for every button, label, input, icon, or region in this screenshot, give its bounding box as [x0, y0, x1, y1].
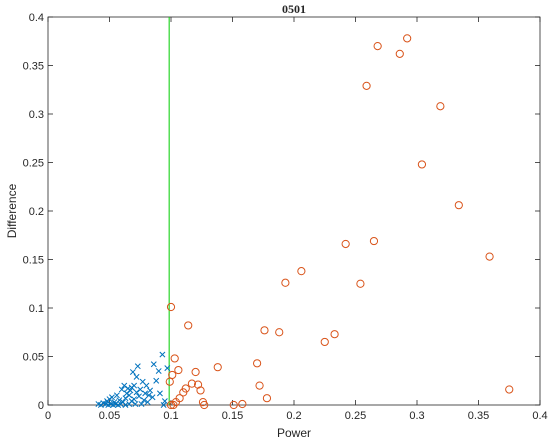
- x-tick-label: 0.2: [286, 410, 301, 422]
- cross-point: [149, 394, 156, 401]
- cross-point: [116, 397, 123, 404]
- y-tick-label: 0.25: [23, 158, 44, 170]
- y-tick-label: 0.15: [23, 255, 44, 267]
- cross-point: [150, 361, 157, 368]
- cross-point: [160, 402, 167, 408]
- cross-point: [159, 351, 166, 358]
- circle-point: [260, 326, 269, 335]
- circle-point: [362, 81, 371, 90]
- circle-point: [373, 42, 382, 51]
- circle-point: [213, 363, 222, 372]
- circle-point: [369, 236, 379, 246]
- circle-point: [175, 394, 184, 403]
- circle-point: [262, 394, 272, 403]
- circle-point: [341, 239, 350, 249]
- x-tick-label: 0.35: [468, 410, 489, 422]
- y-axis-ticks: 0 0.05 0.1 0.15 0.2 0.25 0.3 0.35 0.4: [23, 12, 540, 412]
- y-tick-label: 0.05: [23, 352, 44, 364]
- cross-point: [109, 394, 115, 401]
- cross-point: [136, 393, 142, 400]
- cross-point: [113, 392, 120, 399]
- circle-point: [417, 160, 427, 169]
- x-axis-ticks: 0 0.05 0.1 0.15 0.2 0.25 0.3 0.35 0.4: [45, 17, 548, 422]
- cross-point: [118, 386, 125, 393]
- cross-point: [164, 365, 171, 372]
- cross-point: [126, 392, 133, 399]
- circle-point: [191, 367, 200, 377]
- chart-title: 0501: [282, 2, 306, 16]
- y-tick-label: 0.1: [29, 303, 44, 315]
- cross-series: [95, 351, 171, 408]
- y-tick-label: 0.4: [29, 12, 44, 24]
- circle-point: [454, 201, 463, 210]
- cross-point: [155, 368, 162, 375]
- circle-point: [200, 400, 209, 410]
- plot-frame: [47, 16, 541, 406]
- cross-point: [140, 397, 147, 404]
- cross-point: [138, 401, 145, 407]
- circle-point: [229, 400, 238, 410]
- circle-point: [505, 385, 514, 394]
- circle-point: [395, 49, 404, 58]
- circle-point: [196, 386, 205, 395]
- y-tick-label: 0.2: [29, 206, 44, 218]
- cross-point: [153, 377, 160, 384]
- cross-point: [131, 396, 138, 403]
- y-tick-label: 0.35: [23, 61, 44, 73]
- y-tick-label: 0: [38, 400, 44, 412]
- cross-point: [134, 363, 141, 370]
- cross-point: [122, 395, 129, 402]
- x-tick-label: 0.25: [345, 410, 366, 422]
- circle-point: [166, 400, 176, 410]
- cross-point: [133, 389, 140, 396]
- y-tick-label: 0.3: [29, 109, 44, 121]
- circle-point: [281, 278, 290, 287]
- circle-point: [168, 370, 177, 380]
- x-tick-label: 0.4: [532, 410, 547, 422]
- circle-point: [255, 381, 264, 390]
- cross-point: [137, 386, 144, 393]
- circle-point: [275, 328, 284, 337]
- circle-point: [320, 337, 329, 347]
- x-tick-label: 0.15: [222, 410, 243, 422]
- x-tick-label: 0.1: [163, 410, 178, 422]
- circle-point: [174, 365, 183, 375]
- circle-point: [181, 384, 190, 393]
- cross-point: [121, 382, 128, 389]
- cross-point: [133, 373, 140, 380]
- circle-point: [187, 379, 197, 388]
- circle-point: [170, 354, 179, 363]
- cross-point: [156, 390, 163, 397]
- circle-point: [356, 279, 365, 288]
- circle-point: [485, 252, 494, 261]
- x-tick-label: 0.3: [409, 410, 424, 422]
- cross-point: [147, 387, 154, 394]
- cross-point: [144, 399, 151, 406]
- cross-point: [145, 392, 152, 399]
- circle-point: [166, 302, 176, 312]
- circle-point: [436, 102, 445, 111]
- circle-point: [330, 330, 339, 339]
- circle-point: [169, 400, 178, 410]
- y-axis-label: Difference: [5, 183, 19, 238]
- circle-point: [403, 34, 412, 43]
- cross-point: [143, 382, 150, 389]
- circle-point: [297, 267, 306, 276]
- cross-point: [131, 382, 138, 389]
- circle-point: [253, 359, 262, 368]
- circle-series: [165, 34, 514, 410]
- cross-point: [122, 402, 129, 408]
- cross-point: [161, 398, 168, 405]
- x-tick-label: 0.05: [99, 410, 120, 422]
- circle-point: [238, 399, 247, 409]
- x-tick-label: 0: [45, 410, 51, 422]
- x-axis-label: Power: [277, 426, 311, 440]
- cross-point: [129, 369, 136, 375]
- cross-point: [132, 401, 139, 407]
- circle-point: [184, 321, 193, 330]
- cross-point: [142, 390, 149, 397]
